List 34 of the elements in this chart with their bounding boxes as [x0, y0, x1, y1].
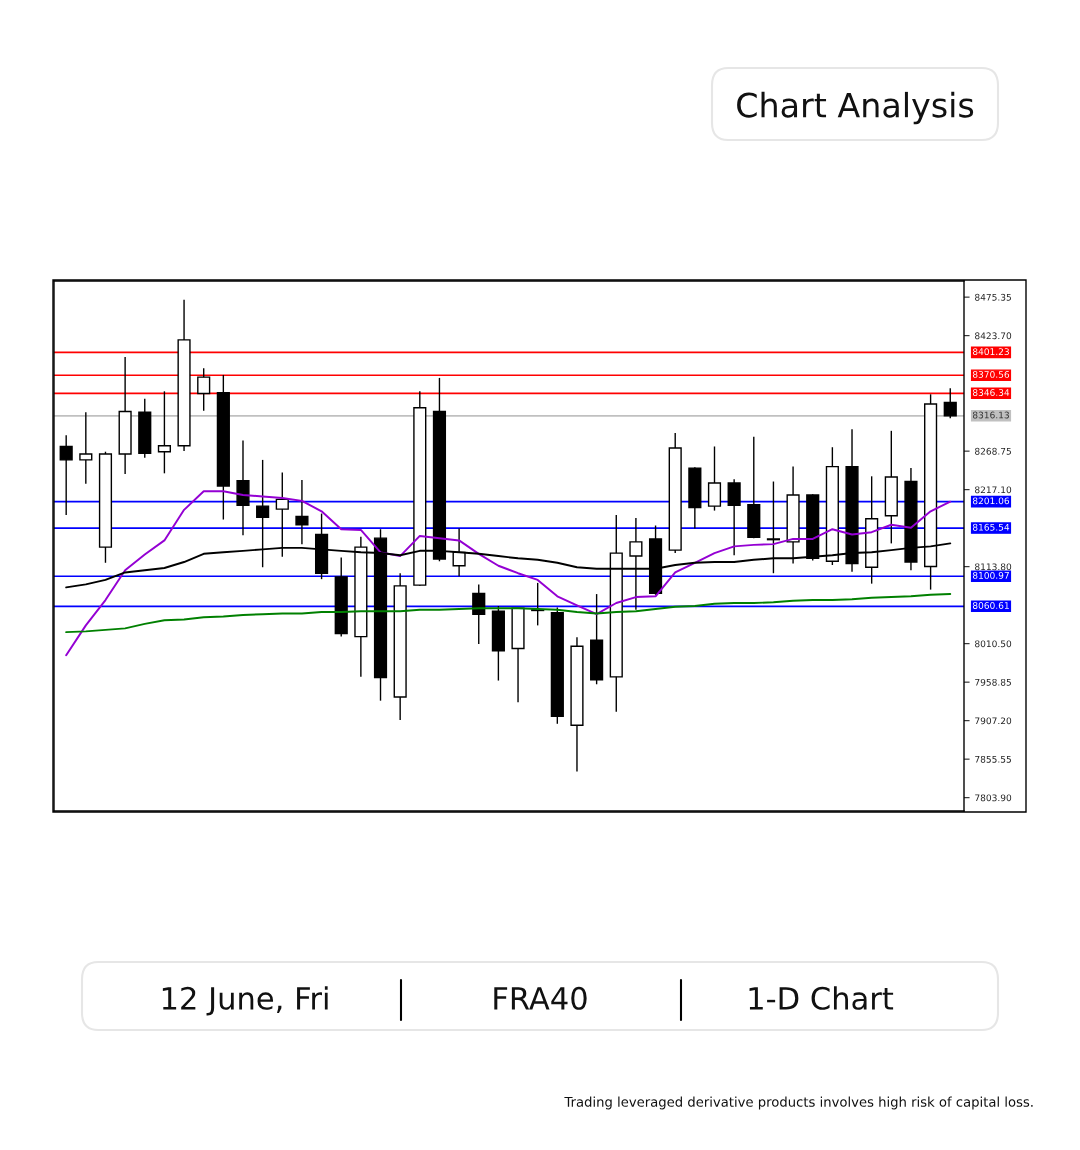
ref-line-label: 8201.06: [972, 497, 1010, 505]
y-tick-label: 7907.20: [975, 717, 1012, 725]
line-series: [65, 490, 952, 657]
candlestick: [727, 478, 741, 557]
ref-line-label: 8316.13: [972, 411, 1009, 419]
text: 1-D Chart: [749, 986, 894, 1010]
y-tick-label: 7803.90: [975, 794, 1012, 802]
candlestick: [157, 390, 171, 475]
y-tick-label: 8423.70: [975, 332, 1012, 340]
text: FRA40: [494, 986, 587, 1010]
y-tick-label: 8113.80: [975, 563, 1012, 571]
text: Trading leveraged derivative products involves high risk of capital loss.: [564, 1096, 1033, 1110]
ref-line-label: 8370.56: [972, 371, 1010, 378]
ref-line-label: 8346.34: [972, 389, 1010, 396]
ref-line-label: 8100.97: [972, 572, 1009, 579]
text: 12 June, Fri: [162, 986, 328, 1016]
candlestick: [472, 583, 486, 645]
ref-line-label: 8060.61: [972, 602, 1009, 609]
candlestick: [707, 445, 722, 512]
y-tick-label: 8268.75: [975, 447, 1011, 455]
y-tick-label: 8217.10: [975, 486, 1012, 494]
chart-title: Chart Analysis: [737, 91, 974, 125]
candlestick: [197, 367, 211, 412]
ref-line-label: 8165.54: [972, 523, 1010, 531]
ref-line-label: 8401.23: [972, 348, 1009, 356]
candlestick: [59, 434, 73, 516]
candlestick: [79, 411, 93, 485]
candlestick: [295, 479, 309, 545]
candlestick: [943, 387, 957, 419]
y-tick-label: 8010.50: [975, 640, 1012, 648]
y-tick-label: 7958.85: [975, 678, 1011, 686]
line-series: [65, 593, 952, 634]
y-tick-label: 7855.55: [975, 755, 1011, 763]
y-tick-label: 8475.35: [975, 293, 1011, 301]
